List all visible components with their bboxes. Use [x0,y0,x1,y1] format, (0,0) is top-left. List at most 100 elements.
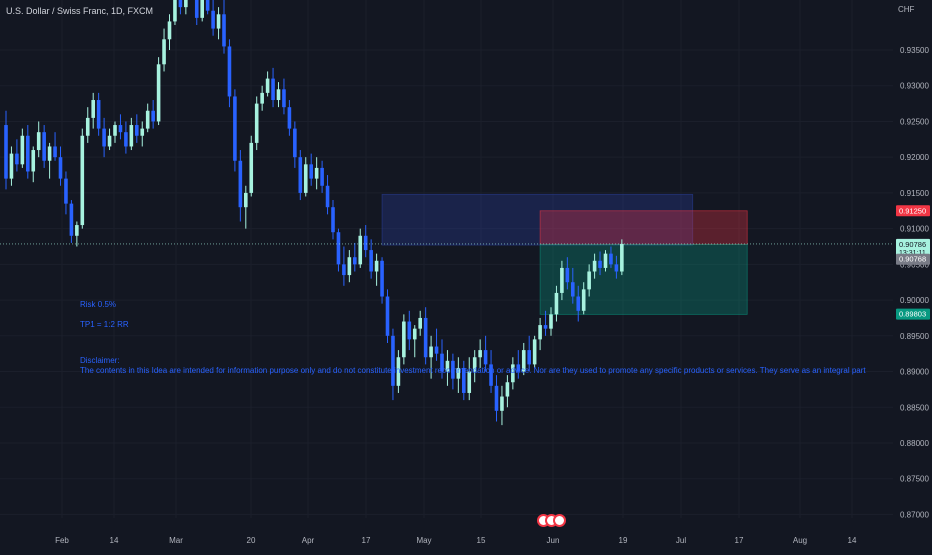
candle-body [53,146,57,158]
y-tick-label: 0.92500 [900,117,929,126]
price-label-text: 0.90786 [899,240,926,249]
candle-body [9,153,14,179]
time-axis[interactable]: Feb 14 Mar 20 Apr 17 May 15 Jun 19 Jul 17 Aug 14 [55,536,857,545]
candle-body [107,135,112,147]
candle-body [407,321,412,340]
candle-body [380,260,384,297]
candle-body [363,235,368,251]
y-tick-label: 0.87000 [900,510,929,519]
grid-lines [0,0,893,518]
candle [113,121,117,143]
candle-body [36,132,41,151]
candle [36,121,41,158]
candle-body [276,89,281,101]
candle-body [227,46,232,97]
candle-body [385,296,390,336]
candle [140,121,145,147]
candle-body [554,292,559,315]
candle-body [314,167,319,179]
candle [216,7,221,40]
y-tick-label: 0.87500 [900,475,929,484]
price-label-text: 0.91250 [899,206,926,215]
candle [200,0,204,22]
candle [532,335,537,368]
candle-body [571,282,575,297]
candle-body [614,264,619,272]
candle [527,335,531,372]
candle [64,171,68,215]
candle [162,28,166,72]
candle [42,125,46,168]
candle [238,150,243,222]
x-tick-label: 19 [619,536,628,545]
candle-body [598,260,602,268]
replay-icon[interactable] [537,514,567,528]
candle-body [293,128,297,158]
candle-body [489,364,493,386]
candle-body [178,0,183,8]
candle-body [527,350,531,365]
candle-body [113,125,117,136]
candle-body [233,96,237,161]
x-tick-label: Mar [169,536,183,545]
candle-body [532,339,537,365]
candle [58,146,63,186]
candle [309,153,313,186]
candle [254,96,259,151]
candle [347,250,352,283]
price-axis[interactable]: 0.93500 0.93000 0.92500 0.92000 0.91500 0.910… [893,0,932,550]
price-label: 0.90768 [896,253,930,265]
candle [211,0,215,36]
price-label-bg [896,253,930,265]
candle-body [135,125,139,136]
candle-body [472,357,477,372]
x-tick-label: Jul [676,536,686,545]
candle [407,310,412,351]
x-tick-label: 14 [848,536,857,545]
candle-body [254,103,259,143]
candle-body [42,132,46,161]
x-tick-label: Feb [55,536,69,545]
candle [478,339,482,368]
candle-body [434,346,439,354]
price-label-bg [896,238,930,257]
candle-body [467,371,472,393]
candle-body [167,21,172,40]
candle [369,239,373,279]
candle [500,385,504,426]
stop-zone [539,210,748,245]
target-zone [539,243,748,315]
x-tick-label: Apr [302,536,315,545]
candle [614,255,619,279]
candle-body [20,135,25,165]
candle-body [140,128,145,136]
candle [581,282,586,315]
candle [560,260,564,301]
candle-body [15,153,19,165]
candle [31,146,36,183]
candle-body [69,203,74,236]
candle [620,239,624,276]
risk-note: Risk 0.5% [80,300,117,309]
candle-body [287,107,292,129]
price-label: 0.91250 [896,205,930,217]
y-tick-label: 0.88500 [900,403,929,412]
candle-body [205,0,210,11]
candle [467,357,472,401]
candle-body [391,335,395,386]
candle [374,253,379,286]
candle [543,310,548,336]
candle-body [620,243,624,272]
candle-body [173,0,177,22]
candle [598,251,602,276]
symbol-title[interactable]: U.S. Dollar / Swiss Franc, 1D, FXCM [6,6,154,16]
price-label-bg [896,205,930,217]
candle-body [265,78,270,93]
candle-body [549,314,553,329]
candle-body [320,167,324,186]
y-tick-label: 0.90000 [900,296,929,305]
